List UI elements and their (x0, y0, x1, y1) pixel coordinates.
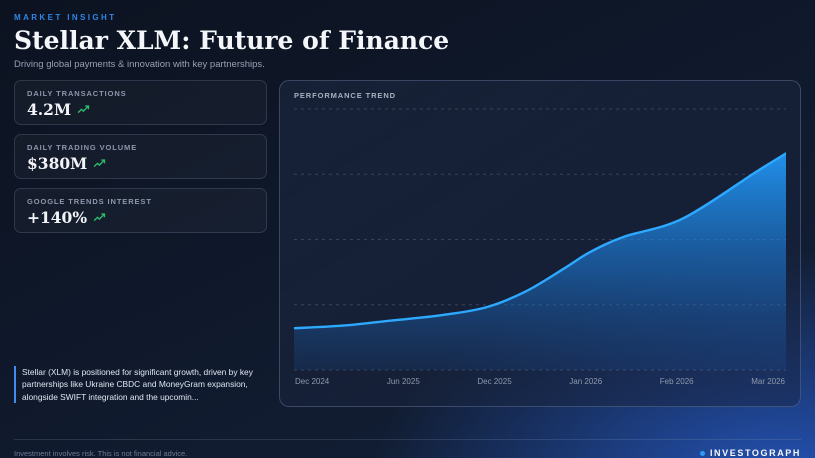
stat-value: $380M (27, 154, 88, 174)
x-tick-label: Dec 2024 (295, 377, 330, 386)
disclaimer-text: Investment involves risk. This is not fi… (14, 448, 188, 458)
x-tick-label: Feb 2026 (659, 377, 694, 386)
header: MARKET INSIGHT Stellar XLM: Future of Fi… (14, 0, 801, 70)
trend-up-icon (93, 209, 106, 227)
area-chart (294, 108, 786, 372)
page-title: Stellar XLM: Future of Finance (14, 26, 450, 55)
stat-card-daily-trading-volume: DAILY TRADING VOLUME $380M (14, 134, 267, 179)
main-content: DAILY TRANSACTIONS 4.2M DAILY TRADING VO… (14, 80, 801, 411)
stat-card-daily-transactions: DAILY TRANSACTIONS 4.2M (14, 80, 267, 125)
x-tick-label: Mar 2026 (751, 377, 785, 386)
brand-name: INVESTOGRAPH (709, 448, 801, 458)
brand-logo: INVESTOGRAPH (699, 448, 801, 458)
stat-label: DAILY TRADING VOLUME (27, 143, 138, 152)
chart-title: PERFORMANCE TREND (294, 91, 396, 100)
trend-up-icon (93, 155, 106, 173)
eyebrow-label: MARKET INSIGHT (14, 13, 117, 22)
trend-up-icon (77, 101, 90, 119)
performance-trend-panel: PERFORMANCE TREND Dec 2024 Jun 2025 Dec … (279, 80, 801, 407)
insight-text: Stellar (XLM) is positioned for signific… (14, 365, 270, 403)
footer: Investment involves risk. This is not fi… (14, 439, 801, 458)
x-tick-label: Jan 2026 (569, 377, 603, 386)
stat-label: GOOGLE TRENDS INTEREST (27, 197, 152, 206)
stat-label: DAILY TRANSACTIONS (27, 89, 127, 98)
page-subtitle: Driving global payments & innovation wit… (14, 59, 265, 70)
stats-column: DAILY TRANSACTIONS 4.2M DAILY TRADING VO… (14, 80, 267, 411)
x-tick-label: Dec 2025 (477, 377, 512, 386)
stat-card-google-trends-interest: GOOGLE TRENDS INTEREST +140% (14, 188, 267, 233)
stat-value: 4.2M (27, 100, 72, 120)
brand-dot-icon (699, 450, 705, 456)
x-axis-labels: Dec 2024 Jun 2025 Dec 2025 Jan 2026 Feb … (294, 377, 786, 386)
x-tick-label: Jun 2025 (386, 377, 420, 386)
stat-value: +140% (27, 208, 88, 228)
